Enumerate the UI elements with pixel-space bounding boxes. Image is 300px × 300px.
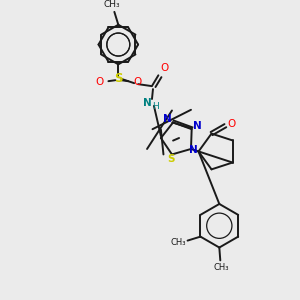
Text: H: H (153, 102, 159, 111)
Text: O: O (133, 77, 141, 87)
Text: CH₃: CH₃ (214, 263, 229, 272)
Text: N: N (193, 121, 202, 131)
Text: N: N (143, 98, 152, 108)
Text: O: O (161, 63, 169, 73)
Text: CH₃: CH₃ (103, 0, 120, 9)
Text: S: S (114, 72, 123, 85)
Text: O: O (227, 119, 236, 129)
Text: N: N (163, 115, 172, 124)
Text: N: N (189, 146, 198, 155)
Text: O: O (95, 77, 104, 87)
Text: S: S (167, 154, 175, 164)
Text: CH₃: CH₃ (171, 238, 186, 247)
